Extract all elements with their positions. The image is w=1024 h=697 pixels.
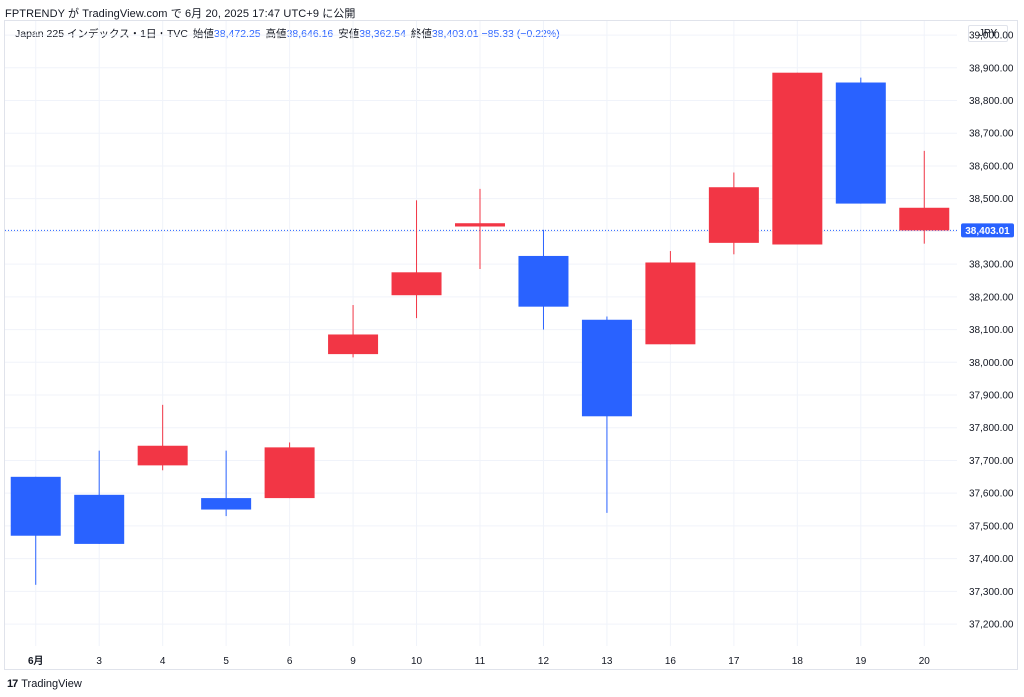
x-tick-label: 4 [160, 656, 166, 667]
y-tick-label: 38,800.00 [969, 96, 1014, 107]
candle-body [328, 334, 379, 355]
y-tick-label: 38,000.00 [969, 358, 1014, 369]
x-tick-label: 12 [538, 656, 550, 667]
y-tick-label: 37,200.00 [969, 620, 1014, 631]
open-label: 始値 [192, 28, 214, 40]
x-tick-label: 10 [411, 656, 423, 667]
y-tick-label: 38,700.00 [969, 129, 1014, 140]
x-tick-label: 18 [792, 656, 804, 667]
y-tick-label: 39,000.00 [969, 31, 1014, 42]
y-tick-label: 37,500.00 [969, 521, 1014, 532]
candle-body [835, 82, 886, 204]
y-tick-label: 37,300.00 [969, 587, 1014, 598]
currency-button[interactable]: JPY [968, 25, 1008, 42]
candle-body [708, 187, 759, 243]
last-price-tag [961, 223, 1014, 238]
tradingview-brand[interactable]: 17 TradingView [7, 678, 82, 690]
chart-frame [4, 20, 1018, 670]
y-tick-label: 38,100.00 [969, 325, 1014, 336]
low-label: 安値 [338, 28, 360, 40]
y-tick-label: 38,600.00 [969, 161, 1014, 172]
open-value: 38,472.25 [213, 28, 261, 40]
candle-body [455, 223, 505, 227]
x-tick-label: 5 [223, 656, 229, 667]
high-value: 38,646.16 [286, 28, 334, 40]
candle-body [772, 72, 823, 245]
candle-body [137, 445, 188, 466]
candle-body [10, 476, 61, 536]
high-label: 高値 [265, 28, 287, 40]
y-tick-label: 37,900.00 [969, 391, 1014, 402]
y-tick-label: 37,400.00 [969, 554, 1014, 565]
last-price-label: 38,403.01 [965, 226, 1010, 237]
candle-body [645, 262, 696, 345]
y-tick-label: 37,600.00 [969, 489, 1014, 500]
candle-body [264, 447, 315, 499]
candle-body [391, 272, 442, 296]
ohlc-legend: Japan 225 インデックス・1日・TVC 始値38,472.25 高値38… [15, 26, 560, 41]
tradingview-logo-icon: 17 [7, 678, 18, 690]
x-tick-label: 3 [96, 656, 102, 667]
y-tick-label: 38,900.00 [969, 63, 1014, 74]
y-tick-label: 38,500.00 [969, 194, 1014, 205]
close-value: 38,403.01 [431, 28, 479, 40]
x-tick-label: 20 [919, 656, 931, 667]
candle-body [899, 207, 950, 231]
x-tick-label: 11 [475, 656, 486, 667]
change-value: −85.33 (−0.22%) [481, 28, 560, 40]
x-tick-label: 19 [855, 656, 867, 667]
low-value: 38,362.54 [359, 28, 406, 40]
y-tick-label: 38,200.00 [969, 292, 1014, 303]
y-tick-label: 38,300.00 [969, 260, 1014, 271]
candle-body [581, 319, 632, 417]
candle-body [201, 498, 252, 510]
x-tick-label: 16 [665, 656, 677, 667]
x-tick-label: 13 [601, 656, 613, 667]
tradingview-name: TradingView [21, 678, 82, 690]
publish-info: FPTRENDY が TradingView.com で 6月 20, 2025… [5, 8, 356, 20]
y-tick-label: 37,800.00 [969, 423, 1014, 434]
x-tick-label: 17 [728, 656, 740, 667]
x-tick-label: 6月 [28, 655, 44, 667]
candle-body [518, 255, 569, 307]
y-tick-label: 37,700.00 [969, 456, 1014, 467]
candle-body [74, 494, 125, 544]
x-tick-label: 9 [350, 656, 356, 667]
symbol-label[interactable]: Japan 225 インデックス・1日・TVC [15, 28, 188, 40]
x-tick-label: 6 [287, 656, 293, 667]
